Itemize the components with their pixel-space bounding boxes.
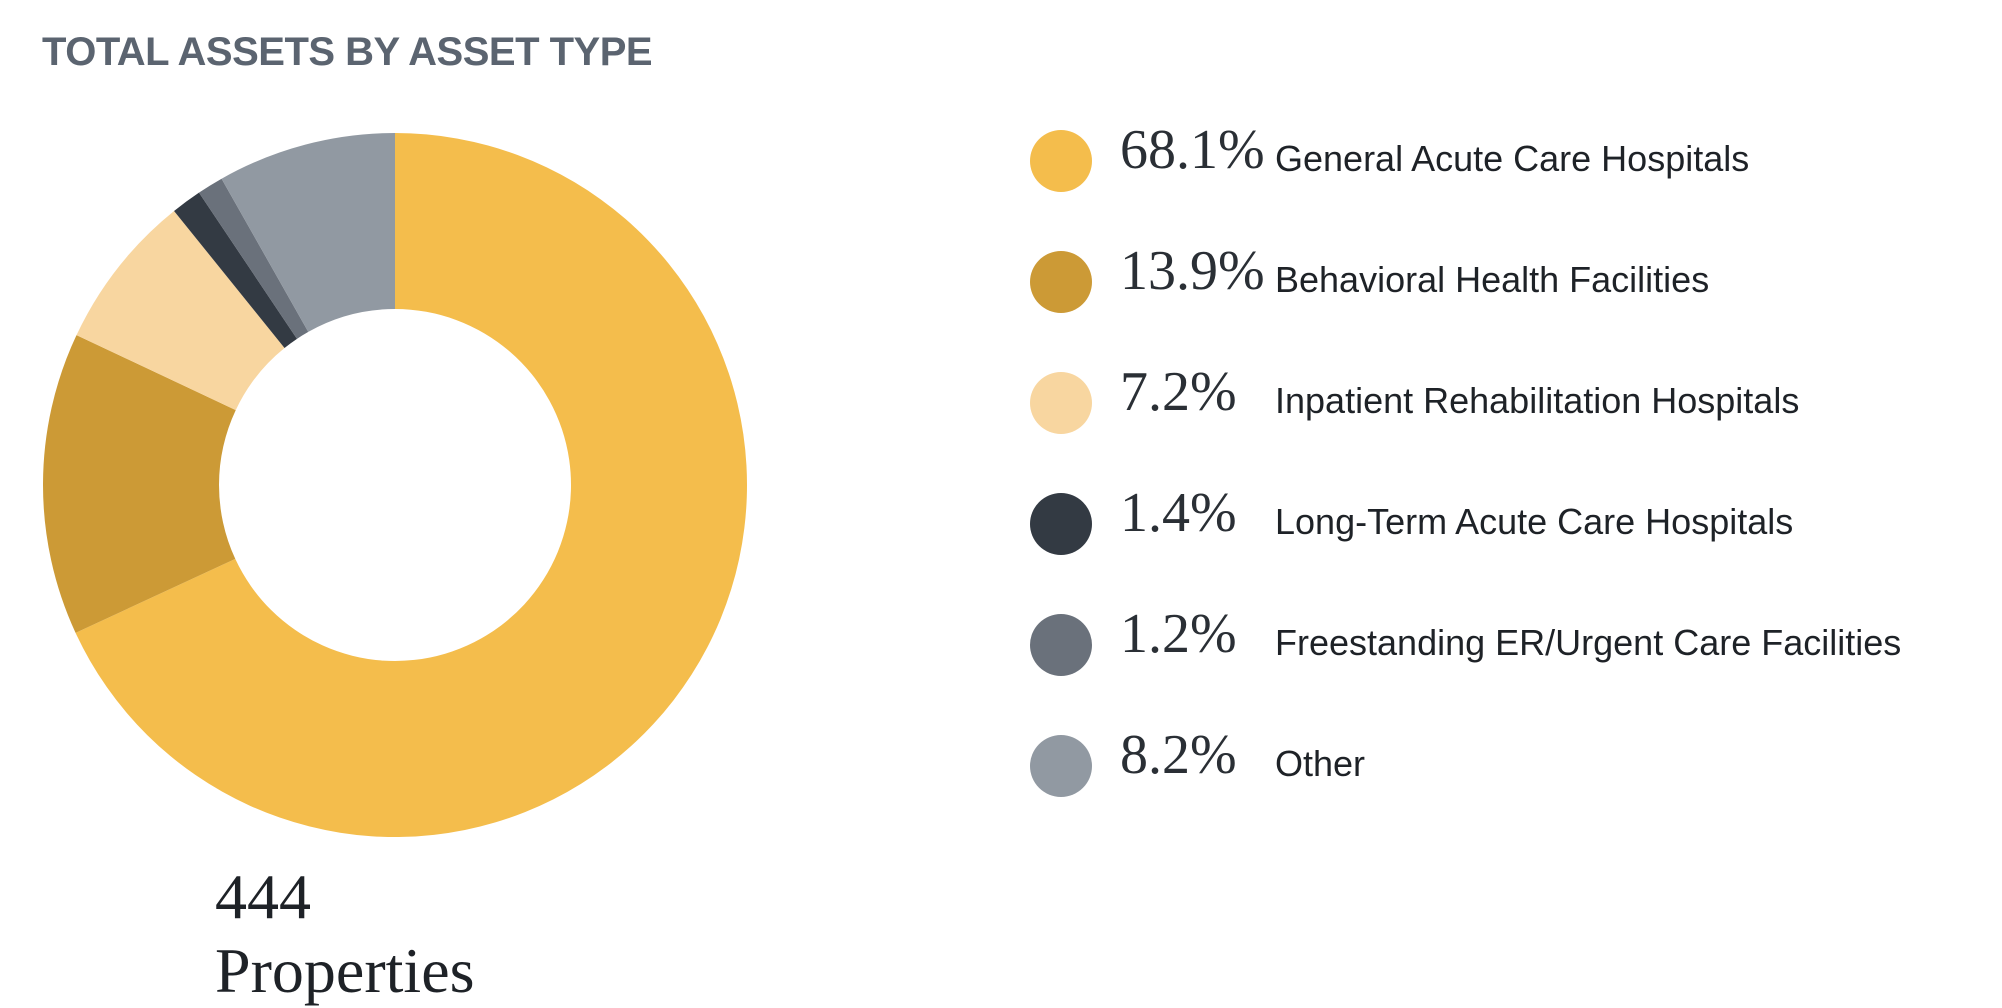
legend-swatch — [1030, 614, 1092, 676]
legend-label: Freestanding ER/Urgent Care Facilities — [1275, 622, 1902, 663]
legend-percent: 7.2% — [1120, 361, 1237, 423]
donut-slice-long-term-acute-care-hospitals — [174, 192, 297, 348]
legend-percent: 1.4% — [1120, 482, 1237, 544]
legend-item: 13.9% Behavioral Health Facilities — [1030, 240, 1980, 315]
legend-item: 7.2% Inpatient Rehabilitation Hospitals — [1030, 361, 1980, 436]
legend-percent: 8.2% — [1120, 724, 1237, 786]
legend-swatch — [1030, 130, 1092, 192]
legend-label: Inpatient Rehabilitation Hospitals — [1275, 380, 1800, 421]
donut-slice-other — [221, 133, 395, 332]
legend-label: Long-Term Acute Care Hospitals — [1275, 501, 1794, 542]
legend-item: 8.2% Other — [1030, 724, 1980, 799]
donut-slice-freestanding-er-urgent-care-facilities — [198, 178, 309, 339]
legend-percent: 1.2% — [1120, 603, 1237, 665]
properties-caption: 444 Properties — [215, 861, 475, 1006]
chart-title: TOTAL ASSETS BY ASSET TYPE — [42, 30, 653, 74]
legend-swatch — [1030, 493, 1092, 555]
legend-item: 68.1% General Acute Care Hospitals — [1030, 119, 1980, 194]
legend-label: General Acute Care Hospitals — [1275, 138, 1750, 179]
legend-label: Other — [1275, 743, 1366, 784]
donut-chart — [42, 133, 747, 837]
legend-swatch — [1030, 372, 1092, 434]
legend-percent: 13.9% — [1120, 240, 1265, 302]
legend-item: 1.2% Freestanding ER/Urgent Care Facilit… — [1030, 603, 1980, 678]
donut-slice-general-acute-care-hospitals — [75, 133, 747, 837]
legend-swatch — [1030, 735, 1092, 797]
legend-item: 1.4% Long-Term Acute Care Hospitals — [1030, 482, 1980, 557]
legend-label: Behavioral Health Facilities — [1275, 259, 1710, 300]
legend-swatch — [1030, 251, 1092, 313]
donut-slice-inpatient-rehabilitation-hospitals — [76, 210, 285, 411]
legend-percent: 68.1% — [1120, 119, 1265, 181]
donut-slice-behavioral-health-facilities — [42, 335, 236, 633]
